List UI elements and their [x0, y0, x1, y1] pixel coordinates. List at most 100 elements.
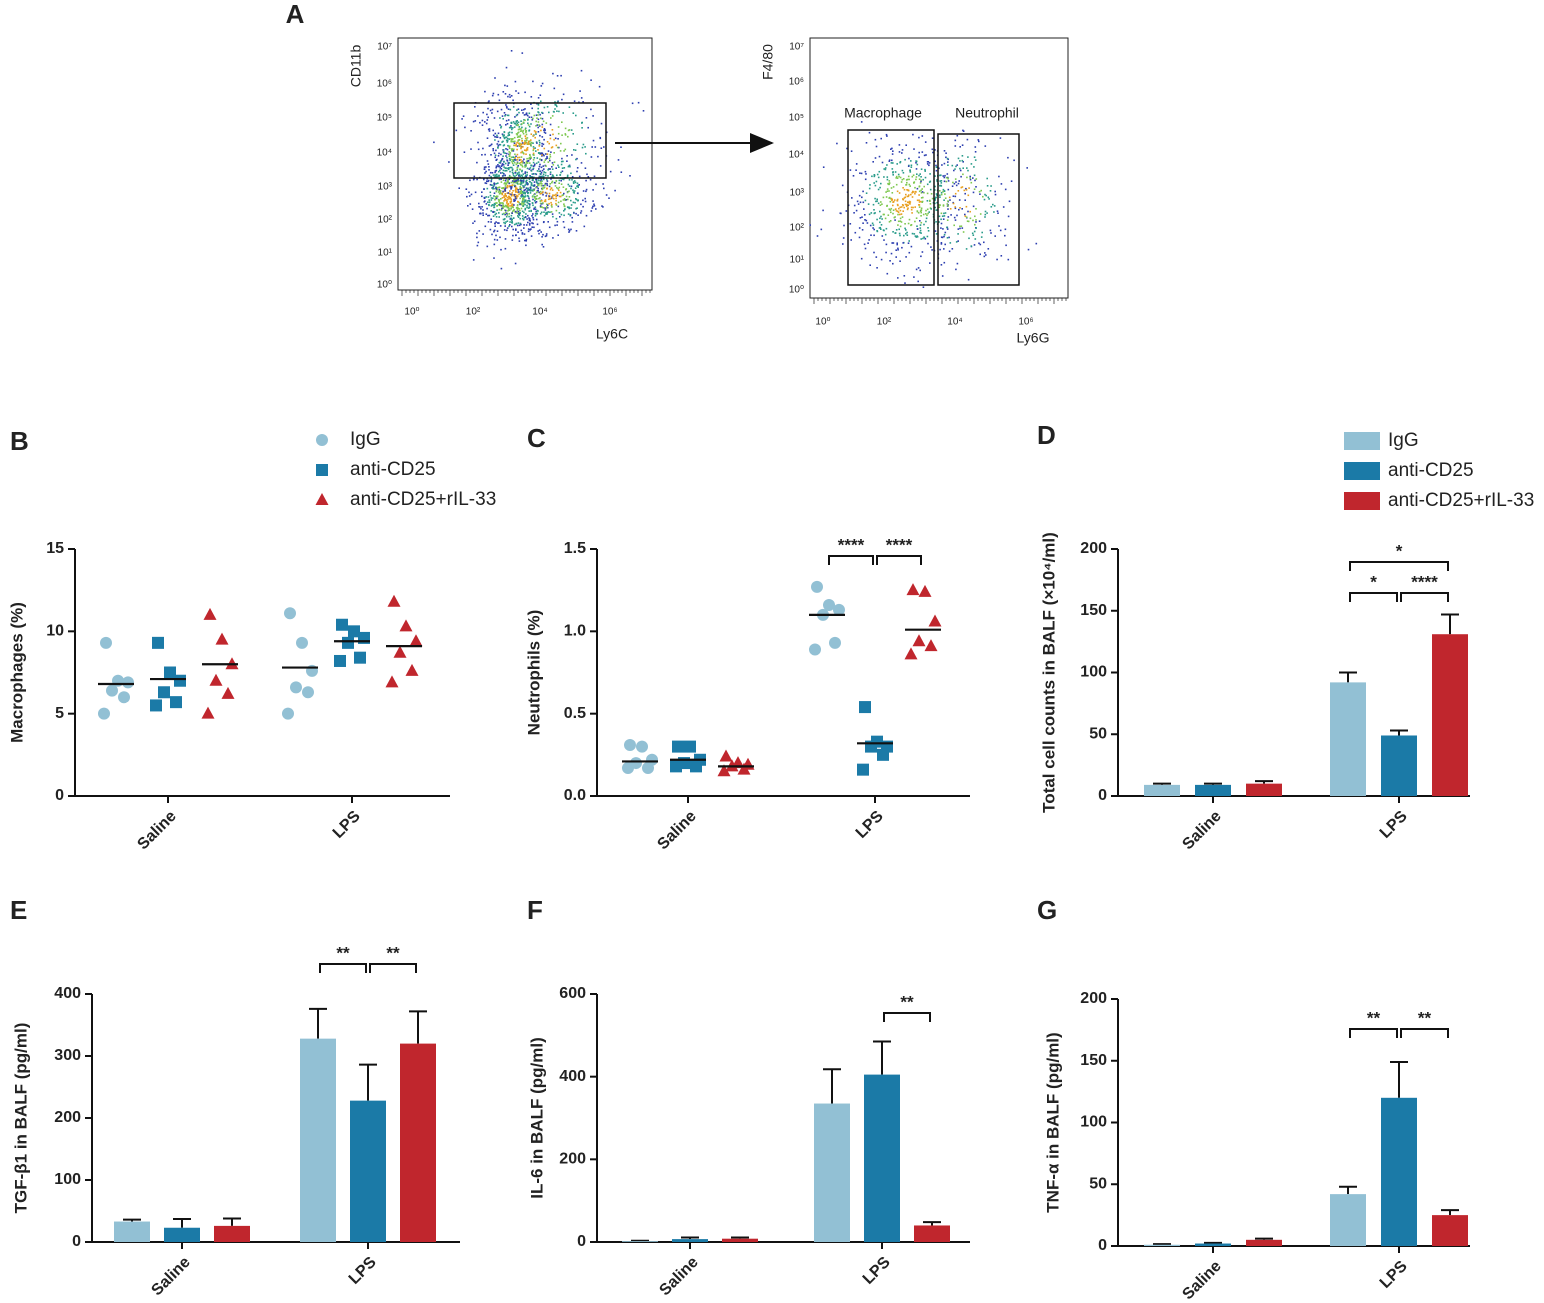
density-dot: [476, 232, 478, 235]
x-tick-label: 10⁴: [532, 307, 547, 318]
y-axis-label: Macrophages (%): [7, 602, 26, 743]
density-dot: [522, 121, 525, 124]
density-dot: [897, 211, 900, 214]
density-dot: [511, 184, 514, 186]
density-dot: [502, 169, 505, 172]
density-dot: [502, 179, 505, 181]
density-dot: [495, 187, 497, 189]
density-dot: [979, 253, 981, 256]
density-dot: [614, 189, 616, 192]
x-tick-label: 10⁴: [947, 317, 962, 328]
density-dot: [541, 206, 543, 208]
density-dot: [525, 244, 527, 247]
density-dot: [572, 191, 575, 193]
y-tick-label: 10⁰: [377, 280, 392, 291]
density-dot: [496, 195, 499, 198]
density-dot: [905, 183, 908, 186]
density-dot: [536, 190, 539, 192]
density-dot: [913, 191, 915, 193]
density-dot: [495, 216, 498, 218]
density-dot: [513, 180, 516, 183]
density-dot: [523, 197, 525, 199]
density-dot: [972, 219, 974, 222]
density-dot: [522, 192, 525, 194]
density-dot: [490, 197, 493, 199]
significance-label: *: [1370, 572, 1377, 591]
density-dot: [549, 123, 552, 126]
density-dot: [544, 132, 547, 134]
density-dot: [542, 246, 545, 248]
density-dot: [492, 186, 494, 189]
density-dot: [874, 157, 877, 159]
density-dot: [494, 132, 497, 135]
density-dot: [499, 166, 501, 169]
density-dot: [922, 237, 924, 240]
density-dot: [484, 182, 487, 184]
density-dot: [511, 160, 513, 163]
density-dot: [550, 197, 553, 200]
dot: [354, 651, 366, 664]
density-dot: [585, 188, 588, 191]
density-dot: [509, 170, 511, 173]
panel-letter: D: [1037, 420, 1056, 450]
density-dot: [959, 160, 961, 162]
density-dot: [517, 142, 520, 144]
density-dot: [483, 166, 486, 168]
density-dot: [529, 162, 531, 164]
gates: [453, 102, 1020, 286]
density-dot: [524, 201, 526, 203]
density-dot: [567, 165, 570, 168]
density-dot: [915, 236, 918, 238]
density-dot: [940, 243, 943, 245]
density-dot: [890, 187, 893, 189]
density-dot: [949, 208, 952, 210]
density-dot: [944, 231, 947, 234]
density-dot: [918, 194, 920, 196]
density-dot: [513, 198, 515, 201]
density-dot: [506, 137, 509, 140]
density-dot: [911, 191, 913, 194]
density-dot: [519, 145, 522, 147]
y-tick-label: 10¹: [378, 248, 393, 259]
density-dot: [499, 124, 501, 126]
density-dot: [510, 198, 513, 201]
density-dot: [551, 203, 553, 206]
density-dot: [558, 166, 560, 168]
density-dot: [516, 153, 519, 156]
density-dot: [534, 198, 537, 200]
density-dot: [896, 203, 899, 206]
density-dot: [1010, 180, 1013, 182]
density-dot: [939, 194, 941, 197]
density-dot: [551, 129, 554, 131]
density-dot: [940, 180, 943, 182]
density-dot: [531, 119, 534, 121]
density-dot: [880, 215, 882, 218]
density-dot: [500, 267, 503, 270]
density-dot: [842, 243, 844, 245]
density-dot: [509, 205, 511, 207]
density-dot: [605, 194, 608, 196]
density-dot: [478, 202, 480, 205]
y-axis-label: IL-6 in BALF (pg/ml): [527, 1037, 546, 1198]
density-dot: [524, 171, 527, 173]
density-dot: [519, 192, 522, 195]
density-dot: [503, 218, 505, 221]
density-dot: [488, 203, 490, 206]
density-dot: [939, 174, 941, 177]
density-dot: [920, 209, 923, 211]
density-dot: [511, 192, 513, 194]
density-dot: [487, 214, 489, 217]
density-dot: [945, 180, 948, 183]
density-dot: [568, 185, 571, 187]
density-dot: [491, 204, 494, 206]
density-dot: [505, 199, 508, 202]
density-dot: [528, 112, 531, 115]
density-dot: [923, 191, 925, 194]
density-dot: [538, 144, 541, 146]
density-dot: [975, 186, 977, 188]
density-dot: [505, 155, 507, 157]
density-dot: [553, 138, 555, 141]
density-dot: [560, 74, 562, 77]
density-dot: [494, 213, 496, 216]
density-dot: [513, 136, 516, 139]
